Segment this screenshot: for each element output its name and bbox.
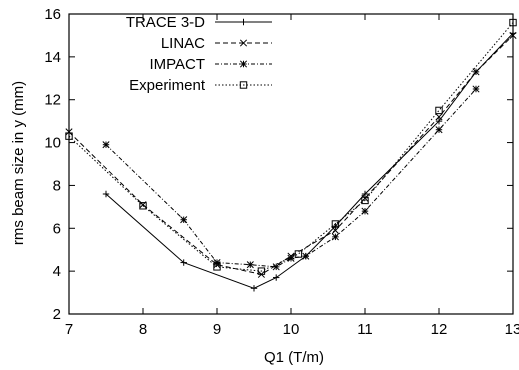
x-axis-label: Q1 (T/m) (264, 349, 324, 366)
series-line (105, 32, 514, 289)
data-point (331, 233, 339, 241)
data-point (139, 202, 147, 210)
legend-entry: TRACE 3-D (126, 14, 272, 31)
data-point (65, 128, 73, 136)
legend-marker (239, 39, 248, 47)
data-point (361, 196, 369, 205)
series-line (105, 88, 477, 268)
data-point (272, 263, 280, 271)
data-point (331, 220, 340, 228)
plot-border (68, 13, 514, 315)
data-point (102, 141, 110, 149)
legend: TRACE 3-D LINAC IMPACT Experiment (126, 14, 272, 94)
legend-label: LINAC (161, 35, 205, 52)
y-tick-label: 12 (44, 92, 61, 109)
y-tick-label: 4 (53, 263, 61, 280)
data-point (509, 31, 517, 39)
data-point (257, 267, 266, 275)
legend-entry: Experiment (129, 77, 272, 94)
data-point (435, 113, 443, 121)
y-tick-label: 8 (53, 177, 61, 194)
axis-tick-labels: 7 8 9 10 11 12 13 2 4 6 8 10 12 14 16 (44, 6, 519, 338)
legend-marker (240, 18, 247, 26)
series-2 (65, 31, 517, 278)
data-point (294, 250, 303, 258)
plot-frame (68, 13, 514, 315)
data-point (361, 207, 369, 215)
data-point (435, 117, 443, 125)
axis-ticks (68, 13, 514, 315)
y-axis-label: rms beam size in y (mm) (10, 81, 27, 245)
y-tick-label: 2 (53, 306, 61, 323)
y-tick-label: 16 (44, 6, 61, 23)
data-point (65, 132, 73, 140)
legend-entry: LINAC (161, 35, 272, 52)
y-tick-label: 14 (44, 49, 61, 66)
data-point (332, 222, 339, 230)
data-point (361, 194, 369, 202)
data-point (331, 226, 339, 234)
data-point (509, 18, 517, 27)
data-point (302, 252, 310, 260)
data-series (65, 18, 517, 292)
x-tick-label: 7 (65, 321, 73, 338)
y-tick-label: 6 (53, 220, 61, 237)
y-tick-label: 10 (44, 135, 61, 152)
data-point (435, 106, 443, 115)
data-point (435, 126, 443, 134)
x-tick-label: 13 (505, 321, 519, 338)
legend-label: IMPACT (149, 56, 205, 73)
data-point (180, 216, 188, 224)
data-point (213, 259, 221, 267)
x-tick-label: 8 (139, 321, 147, 338)
data-point (213, 263, 221, 271)
legend-label: TRACE 3-D (126, 14, 205, 31)
data-point (180, 259, 187, 266)
series-line (68, 35, 514, 275)
data-point (472, 85, 480, 93)
data-point (273, 274, 280, 281)
data-point (361, 190, 369, 198)
data-point (472, 68, 480, 76)
series-line (68, 22, 514, 272)
x-tick-label: 11 (357, 321, 373, 338)
legend-marker (239, 81, 248, 89)
x-tick-label: 12 (431, 321, 448, 338)
legend-marker (239, 60, 248, 68)
series-3 (102, 85, 480, 271)
data-point (246, 261, 254, 269)
legend-label: Experiment (129, 77, 206, 94)
x-tick-label: 9 (213, 321, 221, 338)
x-tick-label: 10 (283, 321, 300, 338)
series-4 (65, 18, 517, 275)
legend-entry: IMPACT (149, 56, 272, 73)
data-point (250, 285, 258, 292)
data-point (102, 190, 110, 198)
